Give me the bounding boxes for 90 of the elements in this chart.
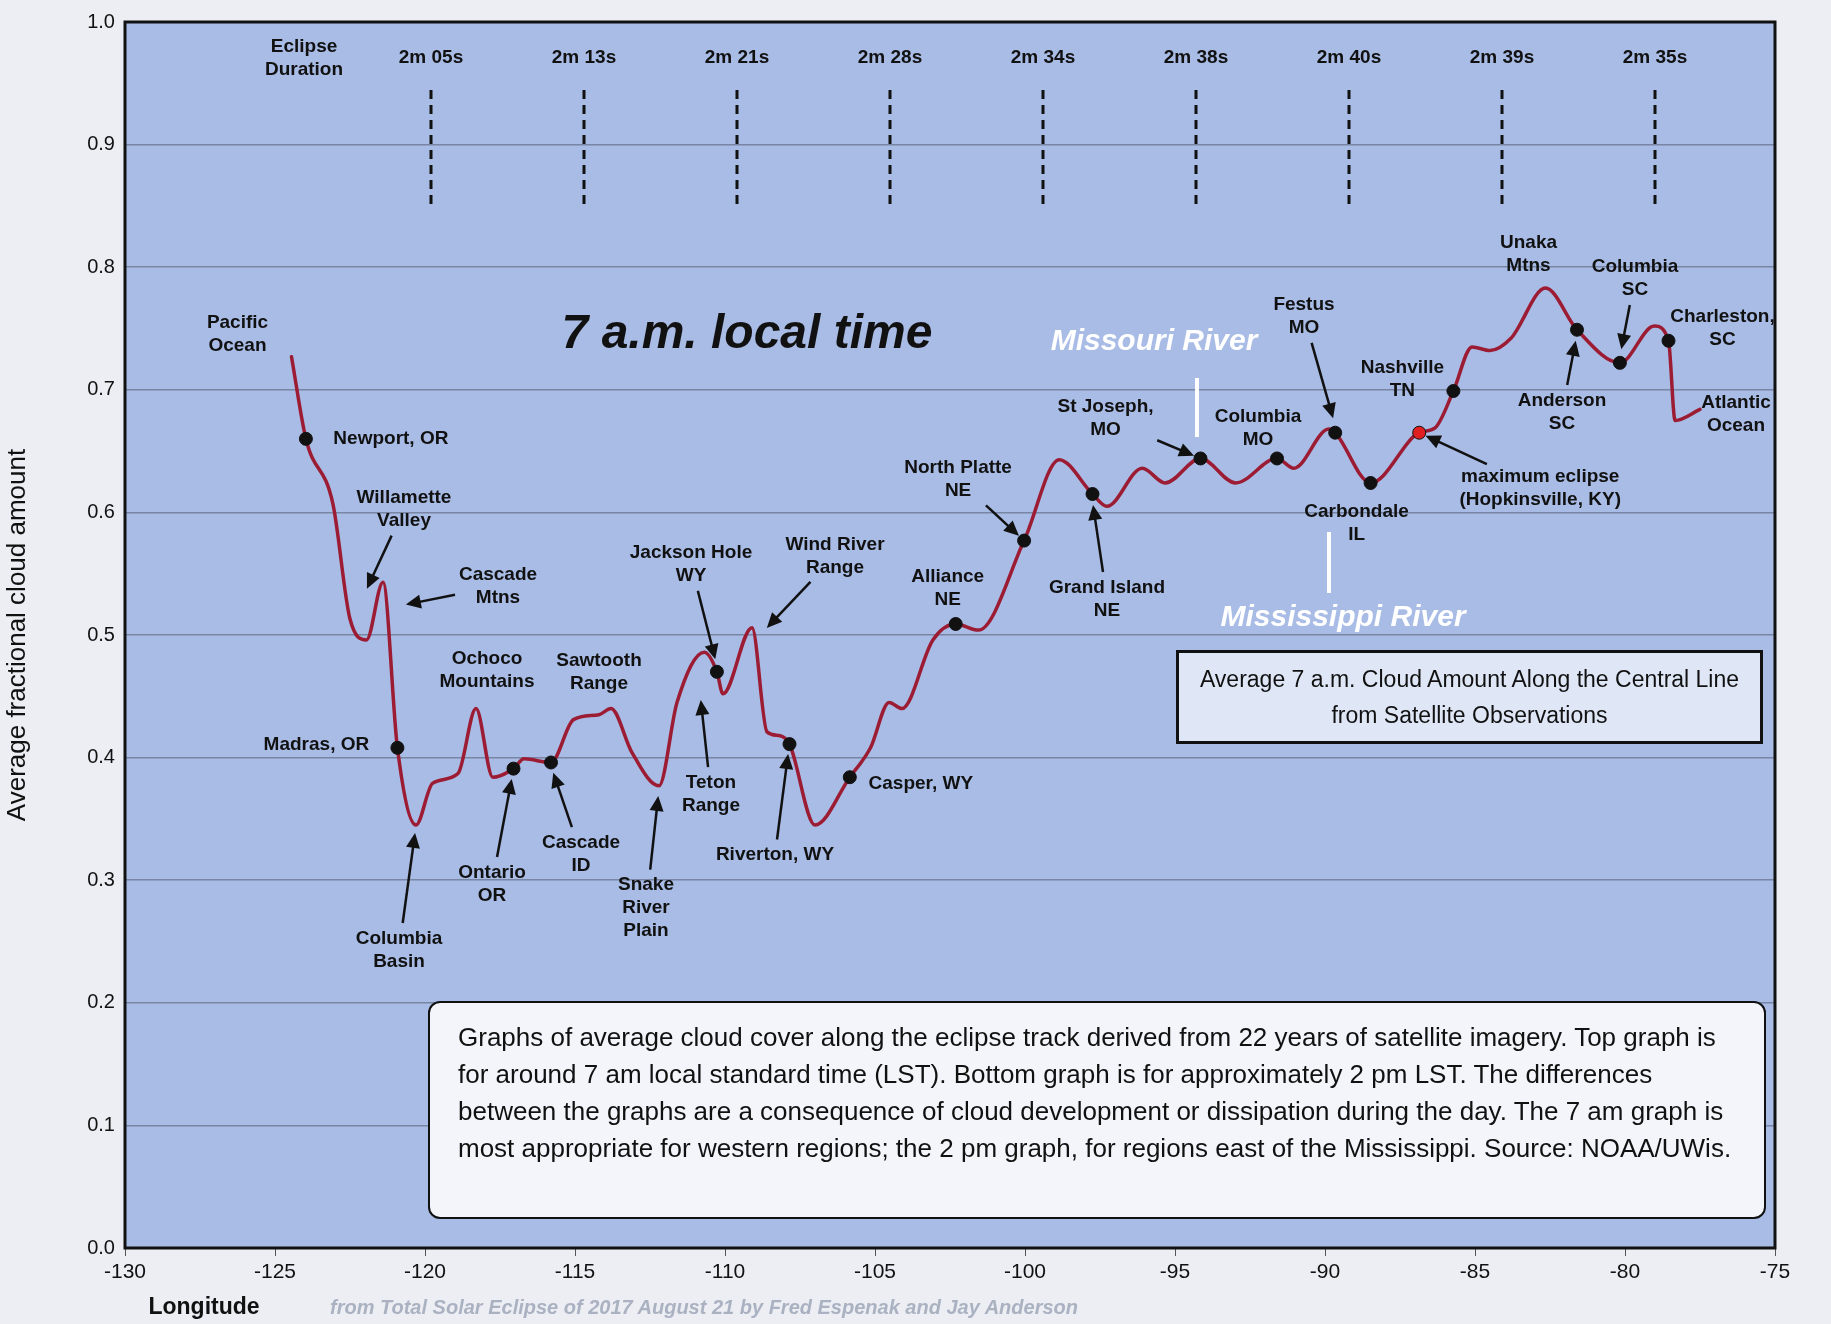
point [1270,451,1284,466]
annotation: Sawtooth Range [556,649,642,694]
annotation: Ontario OR [458,860,526,905]
annotation: Casper, WY [868,772,974,794]
annotation: Madras, OR [263,733,370,755]
annotation: Pacific Ocean [206,311,269,356]
caption-box: Average 7 a.m. Cloud Amount Along the Central Line from Satellite Observations [1176,650,1763,744]
ref-line-label: 2m 40s [1316,46,1382,68]
y-tick-label: 0.6 [87,499,115,522]
annotation: Jackson Hole WY [629,540,753,585]
x-tick-label: -95 [1159,1259,1191,1283]
annotation: Columbia MO [1214,405,1302,450]
point [1412,425,1427,440]
text: from Total Solar Eclipse of 2017 August 21 by Fred Espenak and Jay Anderson [330,1295,1078,1318]
annotation: Riverton, WY [715,843,835,865]
annotation: Mississippi River [1220,599,1468,633]
point [842,770,857,785]
annotation: North Platte NE [904,456,1012,501]
annotation: Missouri River [1050,323,1260,357]
annotation: Grand Island NE [1048,575,1166,620]
annotation: maximum eclipse (Hopkinsville, KY) [1459,465,1621,510]
y-axis-title: Average fractional cloud amount [0,448,31,822]
point [544,755,558,770]
ref-line-label: 2m 35s [1622,46,1688,68]
annotation: Newport, OR [333,427,449,449]
note-box: Graphs of average cloud cover along the eclipse track derived from 22 years of satellite imagery. Top graph is for around 7 am local standard time (LST). Bottom graph is for approximately 2 pm LST. The differences between the graphs are a consequence of cloud development or dissipation during the day. The 7 am graph is most appropriate for western regions; the 2 pm graph, for regions east of the Mississippi. Source: NOAA/UWis. [428,1001,1766,1219]
point [1661,333,1676,348]
point [1612,355,1627,370]
x-tick-label: -125 [253,1259,297,1283]
ref-line-label: 2m 13s [551,46,617,68]
x-tick-label: -75 [1759,1259,1791,1283]
y-tick-label: 1.0 [87,9,115,32]
y-tick-label: 0.1 [87,1112,115,1135]
ref-line-label: 2m 39s [1469,46,1535,68]
annotation: Charleston, SC [1670,305,1775,350]
point [709,664,724,679]
y-tick-label: 0.7 [87,377,115,400]
x-tick-label: -105 [853,1259,897,1283]
x-tick-label: -130 [103,1259,147,1283]
annotation: Atlantic Ocean [1701,391,1772,436]
x-tick-label: -90 [1309,1259,1341,1283]
y-tick-label: 0.8 [87,254,115,277]
annotation: Alliance NE [911,564,985,609]
annotation: Snake River Plain [618,873,674,941]
ref-line-label: 2m 28s [857,46,923,68]
x-tick-label: -80 [1609,1259,1641,1283]
point [1085,487,1100,502]
x-tick-label: -115 [554,1259,596,1283]
ref-line-label: 2m 05s [398,46,464,68]
annotation: Festus MO [1273,292,1335,337]
annotation: Columbia SC [1591,254,1679,299]
y-tick-label: 0.2 [87,990,115,1013]
point [1193,451,1208,466]
point [782,737,797,752]
y-tick-label: 0.5 [87,622,115,645]
annotation: Nashville TN [1360,355,1445,400]
annotation: Carbondale IL [1304,499,1409,544]
point [1017,533,1032,548]
y-tick-label: 0.9 [87,132,115,155]
point [298,431,313,446]
y-tick-label: 0.4 [87,745,115,768]
annotation: Unaka Mtns [1499,230,1558,275]
point [948,616,963,631]
annotation: Cascade ID [541,830,621,875]
annotation: Cascade Mtns [458,562,538,607]
x-tick-label: -120 [403,1259,447,1283]
x-axis-title: Longitude [148,1293,260,1320]
annotation: St Joseph, MO [1057,395,1154,440]
ref-line-label: 2m 34s [1010,46,1076,68]
annotation: Teton Range [681,770,741,815]
y-tick-label: 0.3 [87,867,115,890]
ref-line-label: 2m 38s [1163,46,1229,68]
annotation: Eclipse Duration [264,34,344,79]
annotation: Wind River Range [785,532,886,577]
point [506,761,521,776]
point [1328,425,1343,440]
point [390,740,405,755]
annotation: Anderson SC [1517,388,1607,433]
point [1446,384,1461,399]
ref-line-label: 2m 21s [704,46,770,68]
annotation: Willamette Valley [356,485,452,530]
annotation: Ochoco Mountains [439,647,535,692]
x-tick-label: -85 [1459,1259,1491,1283]
x-tick-label: -100 [1003,1259,1047,1283]
point [1363,475,1378,490]
point [1570,322,1584,337]
y-tick-label: 0.0 [87,1235,115,1258]
x-tick-label: -110 [704,1259,746,1283]
text: 7 a.m. local time [561,305,933,359]
annotation: Columbia Basin [355,926,443,971]
